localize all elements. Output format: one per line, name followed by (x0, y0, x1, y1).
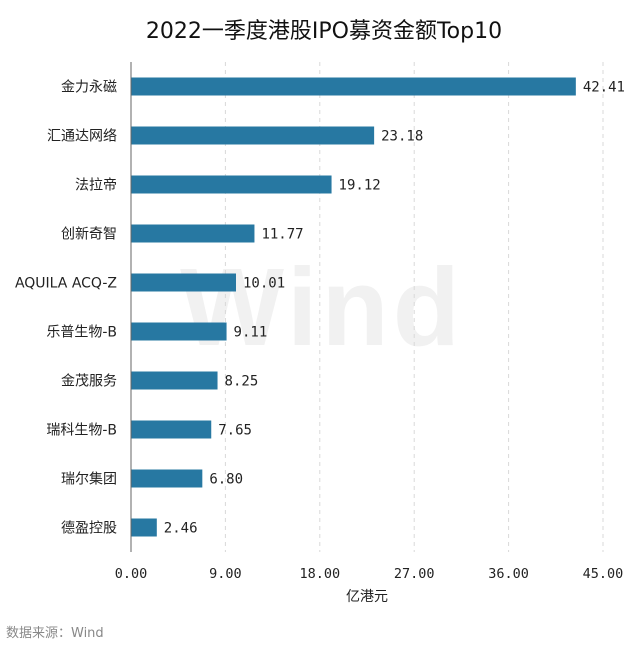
value-label: 7.65 (218, 423, 252, 439)
bar (131, 126, 375, 145)
x-axis-title: 亿港元 (346, 589, 388, 605)
x-tick-labels: 0.00 9.00 18.00 27.00 36.00 45.00 (115, 566, 624, 582)
value-label: 11.77 (261, 227, 303, 243)
category-label: 金力永磁 (61, 80, 117, 96)
category-label: 乐普生物-B (46, 325, 117, 341)
category-label: 瑞科生物-B (46, 423, 117, 439)
value-label: 2.46 (164, 521, 198, 537)
bar (131, 224, 255, 243)
category-label: AQUILA ACQ-Z (15, 276, 117, 292)
x-tick-label: 0.00 (115, 566, 148, 582)
bar (131, 77, 576, 96)
category-label: 汇通达网络 (47, 129, 117, 145)
value-label: 23.18 (381, 129, 423, 145)
bars (131, 77, 576, 537)
value-label: 6.80 (209, 472, 243, 488)
value-label: 8.25 (225, 374, 259, 390)
bar (131, 273, 236, 292)
value-label: 19.12 (339, 178, 381, 194)
value-label: 9.11 (234, 325, 268, 341)
value-label: 42.41 (583, 80, 625, 96)
category-label: 瑞尔集团 (61, 471, 117, 488)
category-label: 法拉帝 (75, 178, 117, 194)
bar (131, 371, 218, 390)
x-tick-label: 9.00 (209, 566, 242, 582)
watermark: Wind (180, 246, 464, 369)
category-label: 金茂服务 (61, 373, 117, 390)
bar (131, 420, 212, 439)
value-label: 10.01 (243, 276, 285, 292)
category-label: 德盈控股 (61, 521, 117, 537)
x-tick-label: 27.00 (394, 566, 435, 582)
bar (131, 322, 227, 341)
x-tick-label: 18.00 (299, 566, 340, 582)
chart-title: 2022一季度港股IPO募资金额Top10 (146, 19, 502, 44)
bar (131, 175, 332, 194)
x-tick-label: 36.00 (488, 566, 529, 582)
bar (131, 469, 203, 488)
bar (131, 518, 157, 537)
source-note: 数据来源：Wind (6, 626, 104, 641)
category-label: 创新奇智 (61, 226, 117, 243)
x-tick-label: 45.00 (583, 566, 624, 582)
value-labels: 42.41 23.18 19.12 11.77 10.01 9.11 8.25 7.65 6.8… (164, 80, 625, 537)
